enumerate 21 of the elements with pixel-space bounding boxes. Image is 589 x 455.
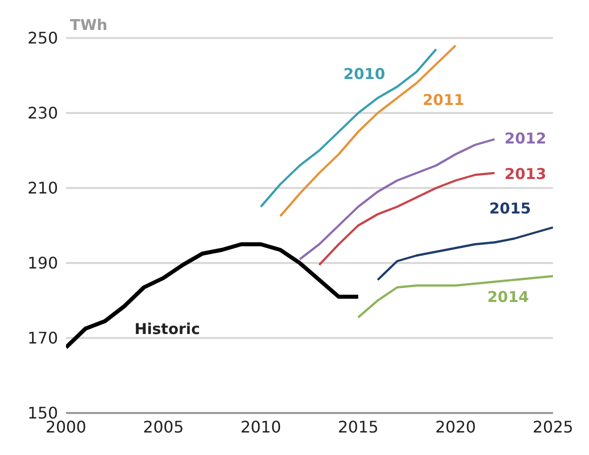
x-tick-label: 2010 (240, 417, 282, 436)
line-series (376, 226, 553, 281)
y-tick-label: 210 (27, 178, 58, 198)
series-label: 2014 (487, 288, 529, 306)
series-label: 2015 (489, 199, 531, 218)
x-tick-label: 2025 (532, 417, 574, 436)
x-tick-label: 2020 (435, 417, 476, 436)
series-label: 2010 (343, 64, 386, 83)
series-label: 2011 (422, 91, 464, 109)
y-tick-label: 170 (27, 328, 58, 348)
line-series (66, 242, 360, 350)
line-series (357, 275, 553, 318)
y-tick-label: 190 (27, 254, 58, 273)
series-label: 2013 (504, 165, 546, 183)
series-label: 2012 (504, 129, 546, 148)
y-axis-title: TWh (70, 16, 108, 34)
x-tick-label: 2015 (338, 417, 379, 436)
series-label: Historic (134, 320, 200, 338)
x-tick-label: 2005 (143, 417, 184, 436)
y-tick-label: 250 (27, 28, 58, 48)
y-tick-label: 230 (27, 104, 58, 123)
